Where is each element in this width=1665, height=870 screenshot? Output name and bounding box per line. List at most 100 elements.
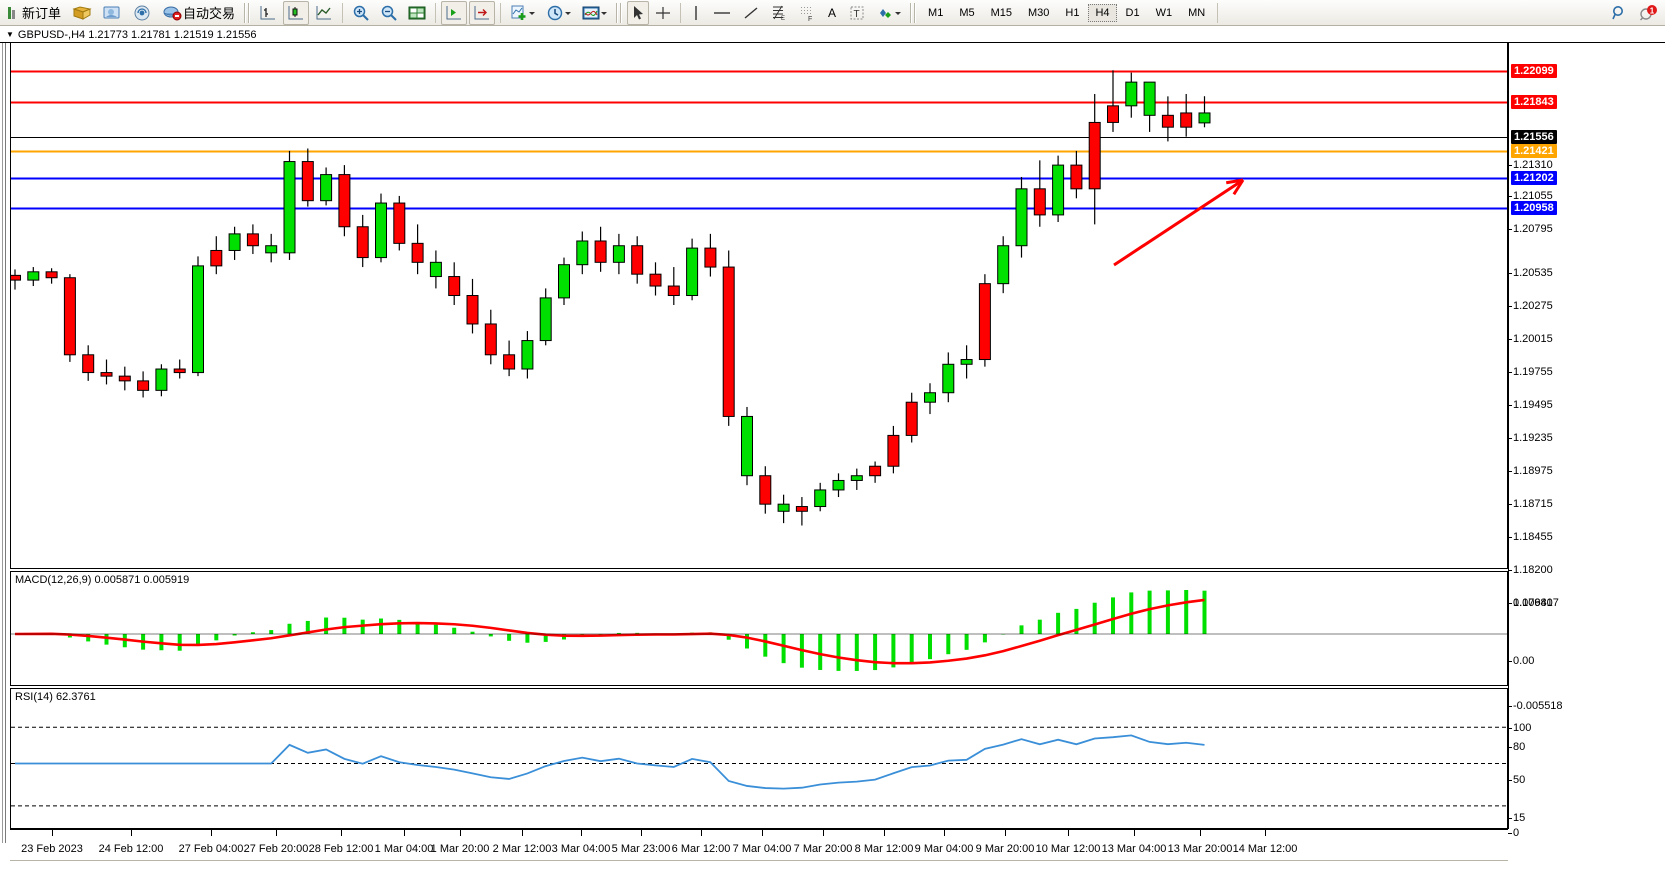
chart-shift-button[interactable] — [469, 0, 496, 25]
candle — [393, 195, 406, 251]
indicators-button[interactable] — [506, 1, 540, 25]
folder-button[interactable] — [68, 1, 96, 25]
candle — [63, 274, 76, 362]
price-label[interactable]: 1.18455 — [1508, 531, 1553, 543]
price-label[interactable]: 1.18715 — [1508, 498, 1553, 510]
candle — [887, 425, 900, 474]
vertical-line-icon — [690, 4, 702, 22]
text-label-button[interactable]: F — [794, 1, 820, 25]
price-label[interactable]: 1.21556 — [1511, 130, 1557, 144]
price-label[interactable]: 1.19235 — [1508, 432, 1553, 444]
new-order-button[interactable]: 新订单 — [3, 1, 66, 25]
price-label[interactable]: 1.21310 — [1508, 159, 1553, 171]
folder-icon — [72, 4, 92, 22]
indicator-scale-label: 50 — [1507, 774, 1526, 786]
price-label[interactable]: 1.20275 — [1508, 300, 1553, 312]
profile-button[interactable] — [98, 1, 126, 25]
alerts-icon: 1 — [1638, 4, 1658, 22]
auto-trading-button[interactable]: 自动交易 — [158, 1, 240, 25]
signal-button[interactable] — [128, 1, 156, 25]
crosshair-button[interactable] — [651, 1, 675, 25]
price-label[interactable]: 1.20795 — [1508, 223, 1553, 235]
candle — [210, 236, 223, 275]
horizontal-line-button[interactable] — [708, 1, 736, 25]
chart-menu-caret-icon[interactable]: ▼ — [6, 29, 14, 39]
price-label[interactable]: 1.21202 — [1511, 171, 1557, 185]
zoom-in-button[interactable] — [348, 1, 374, 25]
cursor-button[interactable] — [627, 0, 650, 25]
chevron-down-icon[interactable] — [528, 9, 536, 17]
line-chart-button[interactable] — [311, 1, 337, 25]
price-label[interactable]: 1.21843 — [1511, 95, 1557, 109]
rsi-label: RSI(14) 62.3761 — [15, 691, 96, 703]
candle — [576, 231, 589, 275]
candle — [155, 364, 168, 397]
price-label[interactable]: 1.20015 — [1508, 333, 1553, 345]
time-tick — [641, 830, 642, 836]
timeframe-mn[interactable]: MN — [1188, 6, 1206, 19]
tile-windows-button[interactable] — [404, 1, 430, 25]
chart-shift-icon — [473, 4, 491, 22]
price-label[interactable]: 1.20958 — [1511, 201, 1557, 215]
alerts-button[interactable]: 1 — [1634, 1, 1662, 25]
price-pane[interactable] — [10, 43, 1508, 569]
price-label[interactable]: 1.19495 — [1508, 399, 1553, 411]
price-label[interactable]: 1.21055 — [1508, 190, 1553, 202]
candle — [759, 466, 772, 514]
new-order-label: 新订单 — [22, 6, 62, 21]
time-label: 9 Mar 04:00 — [914, 843, 974, 855]
bar-chart-icon — [259, 4, 277, 22]
time-axis-bottom-rule — [10, 860, 1508, 861]
candle — [850, 468, 863, 490]
price-axis[interactable]: 1.22099 1.21843 1.21556 1.21421 1.21310 1.212… — [1507, 43, 1665, 839]
toolbar-grip-3[interactable] — [910, 2, 918, 23]
timeframe-d1[interactable]: D1 — [1125, 6, 1140, 19]
vertical-line-button[interactable] — [686, 1, 706, 25]
candle — [100, 359, 113, 385]
timeframe-w1[interactable]: W1 — [1155, 6, 1173, 19]
toolbar-separator-1 — [342, 2, 344, 23]
time-tick — [1265, 830, 1266, 836]
candle — [539, 288, 552, 346]
timeframe-m30[interactable]: M30 — [1028, 6, 1050, 19]
text-button[interactable]: A — [822, 1, 842, 25]
chevron-down-icon[interactable] — [894, 9, 902, 17]
candle — [27, 267, 40, 287]
time-tick — [581, 830, 582, 836]
objects-button[interactable] — [872, 1, 906, 25]
toolbar-grip-2[interactable] — [616, 2, 624, 23]
bar-chart-button[interactable] — [255, 1, 281, 25]
toolbar-grip-1[interactable] — [244, 2, 252, 23]
trendline-button[interactable] — [738, 1, 764, 25]
macd-pane[interactable]: MACD(12,26,9) 0.005871 0.005919 — [10, 571, 1508, 686]
templates-button[interactable] — [578, 1, 612, 25]
time-axis[interactable]: 23 Feb 2023 24 Feb 12:00 27 Feb 04:00 27 Fe… — [10, 829, 1508, 870]
rsi-pane[interactable]: RSI(14) 62.3761 — [10, 688, 1508, 829]
price-label[interactable]: 1.18975 — [1508, 465, 1553, 477]
fibonacci-button[interactable]: E — [766, 1, 792, 25]
scroll-to-end-button[interactable] — [441, 0, 468, 25]
timeframe-m15[interactable]: M15 — [990, 6, 1013, 19]
price-label[interactable]: 1.19755 — [1508, 366, 1553, 378]
chevron-down-icon[interactable] — [564, 9, 572, 17]
timeframe-h4[interactable]: H4 — [1088, 3, 1117, 22]
chart-title: GBPUSD-,H4 1.21773 1.21781 1.21519 1.215… — [17, 28, 257, 41]
period-button[interactable] — [542, 1, 576, 25]
price-label[interactable]: 1.18200 — [1508, 564, 1553, 576]
chevron-down-icon[interactable] — [600, 9, 608, 17]
textbox-button[interactable]: T — [844, 1, 870, 25]
price-label[interactable]: 1.21421 — [1511, 144, 1557, 158]
zoom-out-button[interactable] — [376, 1, 402, 25]
candle — [649, 262, 662, 296]
candlestick-chart-button[interactable] — [283, 0, 310, 25]
price-label[interactable]: 1.20535 — [1508, 267, 1553, 279]
search-button[interactable] — [1606, 1, 1632, 25]
timeframe-h1[interactable]: H1 — [1065, 6, 1080, 19]
time-label: 24 Feb 12:00 — [98, 843, 164, 855]
timeframe-m5[interactable]: M5 — [959, 6, 975, 19]
period-icon — [546, 4, 564, 22]
candle — [1052, 155, 1065, 223]
price-label[interactable]: 1.22099 — [1511, 64, 1557, 78]
candle — [118, 366, 131, 391]
timeframe-m1[interactable]: M1 — [928, 6, 944, 19]
